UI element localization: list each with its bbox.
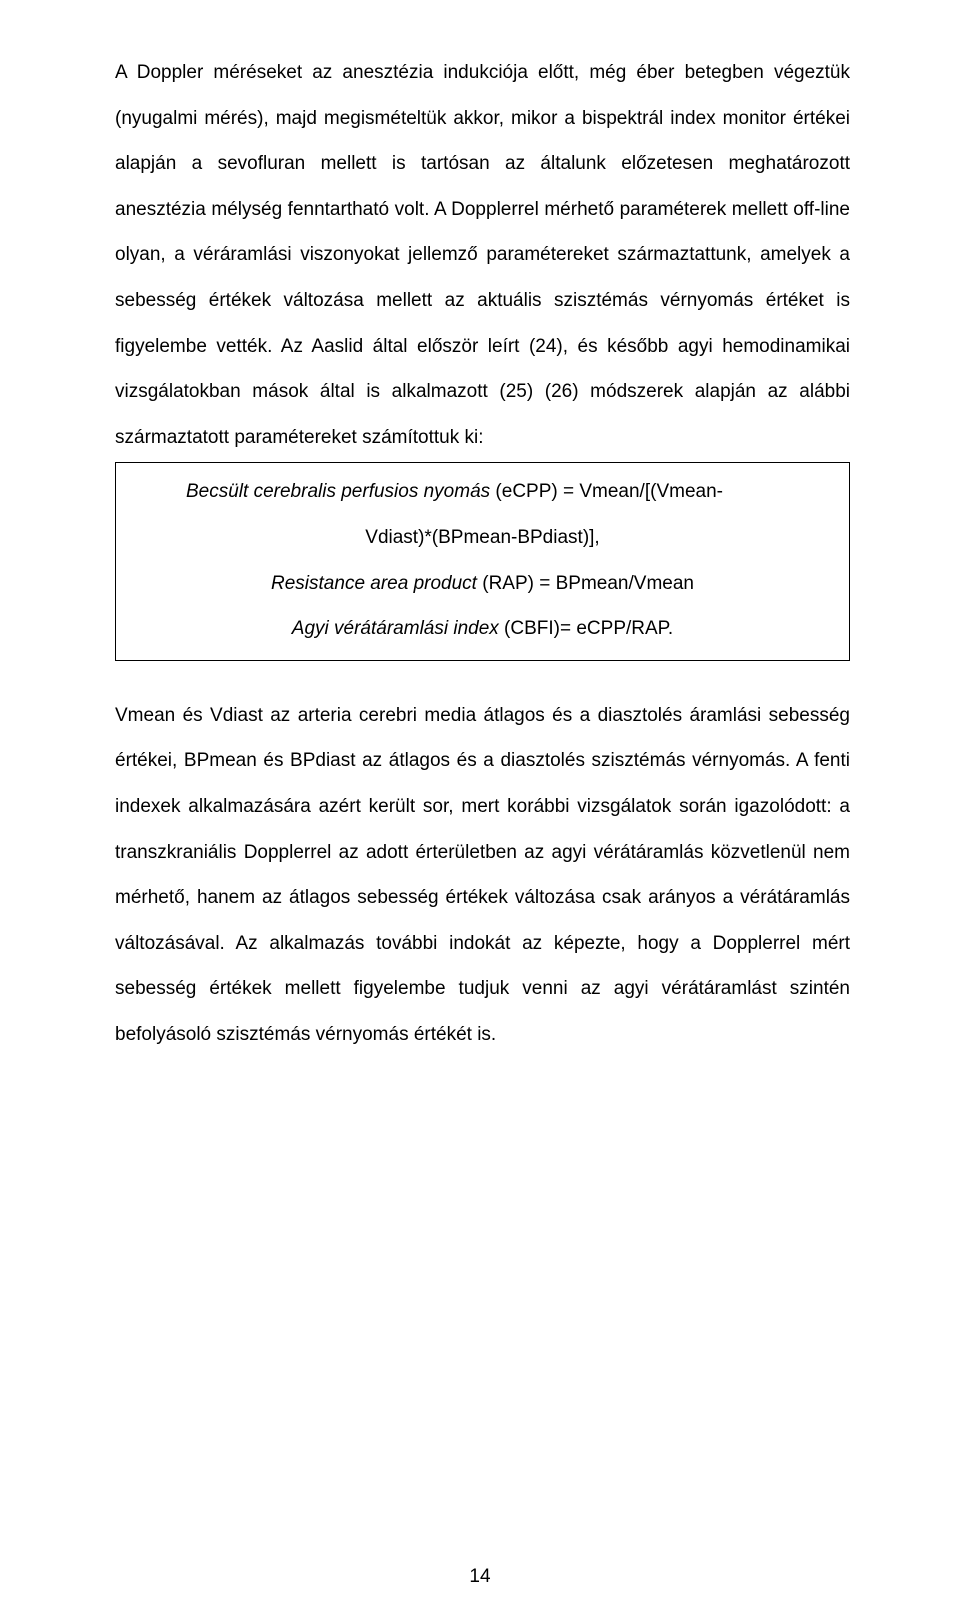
box-line-1-italic: Becsült cerebralis perfusios nyomás <box>186 481 490 502</box>
page: A Doppler méréseket az anesztézia indukc… <box>0 0 960 1618</box>
box-line-3-rest: (RAP) = BPmean/Vmean <box>477 573 694 594</box>
paragraph-2: Vmean és Vdiast az arteria cerebri media… <box>115 693 850 1058</box>
formula-box: Becsült cerebralis perfusios nyomás (eCP… <box>115 462 850 660</box>
box-line-1: Becsült cerebralis perfusios nyomás (eCP… <box>134 469 831 515</box>
page-number: 14 <box>0 1566 960 1588</box>
box-line-4: Agyi vérátáramlási index (CBFI)= eCPP/RA… <box>134 606 831 652</box>
box-line-2: Vdiast)*(BPmean-BPdiast)], <box>134 515 831 561</box>
box-line-3: Resistance area product (RAP) = BPmean/V… <box>134 561 831 607</box>
paragraph-1: A Doppler méréseket az anesztézia indukc… <box>115 50 850 460</box>
box-line-4-rest: (CBFI)= eCPP/RAP. <box>499 618 673 639</box>
box-line-4-italic: Agyi vérátáramlási index <box>292 618 499 639</box>
box-line-1-rest: (eCPP) = Vmean/[(Vmean- <box>490 481 723 502</box>
box-line-3-italic: Resistance area product <box>271 573 477 594</box>
